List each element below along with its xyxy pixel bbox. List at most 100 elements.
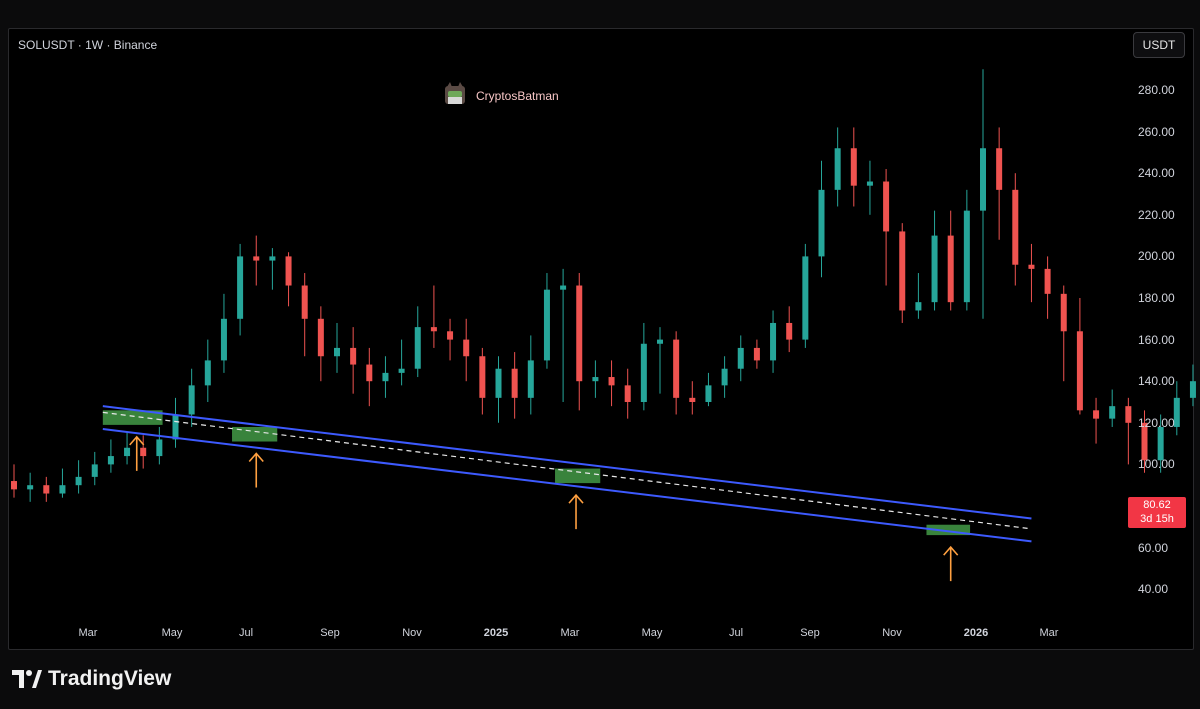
candle-body (140, 447, 147, 457)
time-tick-label: Jul (238, 627, 254, 639)
candle-body (220, 318, 227, 361)
candle-body (124, 447, 131, 457)
candle-body (382, 372, 389, 382)
up-arrow-head-icon (568, 493, 584, 504)
candle-body (915, 302, 922, 311)
support-zone (232, 426, 278, 442)
candle-body (786, 322, 793, 340)
candle-body (43, 485, 50, 494)
tradingview-brand: TradingView (12, 667, 171, 691)
candle-body (1044, 268, 1051, 294)
time-tick-label: May (641, 627, 663, 639)
price-tick-label: 40.00 (1138, 582, 1169, 597)
candle-body (204, 360, 211, 386)
candle-body (802, 256, 809, 340)
candle-body (705, 385, 712, 402)
currency-button[interactable]: USDT (1133, 32, 1185, 58)
candle-body (931, 235, 938, 303)
candle-body (737, 347, 744, 369)
candle-body (1093, 410, 1100, 419)
time-tick-label: May (161, 627, 183, 639)
candle-body (866, 181, 873, 186)
brand-name: TradingView (48, 667, 172, 690)
support-zone (555, 468, 601, 484)
candle-body (27, 485, 34, 490)
candle-body (511, 368, 518, 398)
candle-body (479, 356, 486, 398)
channel-mid-line (102, 411, 1032, 530)
candle-body (1173, 397, 1180, 427)
candle-body (11, 481, 17, 490)
candle-body (269, 256, 276, 261)
candle-body (576, 285, 583, 382)
candle-body (75, 476, 82, 486)
candle-body (447, 331, 454, 340)
candle-body (560, 285, 567, 290)
channel-upper-line (102, 405, 1032, 520)
candle-body (818, 189, 825, 257)
candle-body (1157, 426, 1164, 461)
candle-body (543, 289, 550, 361)
price-tick-label: 160.00 (1138, 332, 1175, 347)
chart-pane[interactable] (8, 28, 1194, 650)
time-tick-label: Sep (320, 627, 340, 639)
up-arrow-head-icon (248, 452, 264, 463)
candle-body (334, 347, 340, 357)
candle-body (721, 368, 728, 386)
candle-body (883, 181, 890, 232)
candle-body (608, 377, 615, 386)
candle-body (1012, 189, 1019, 265)
candle-body (980, 148, 986, 211)
candle-body (753, 347, 760, 361)
time-tick-label: Nov (402, 627, 422, 639)
candle-body (947, 235, 954, 303)
candle-body (689, 397, 696, 402)
candle-body (317, 318, 324, 357)
up-arrow-head-icon (943, 545, 959, 556)
candle-body (285, 256, 292, 286)
candle-body (495, 368, 502, 398)
candle-body (963, 210, 970, 303)
time-tick-label: Mar (78, 627, 98, 639)
candle-body (657, 339, 663, 344)
candle-body (107, 456, 114, 465)
candle-body (430, 327, 437, 332)
price-tick-label: 240.00 (1138, 166, 1175, 181)
candle-body (414, 327, 421, 369)
candle-body (899, 231, 906, 311)
candle-body (398, 368, 405, 373)
candle-body (850, 148, 857, 186)
candle-body (640, 343, 647, 402)
price-tick-label: 140.00 (1138, 374, 1175, 389)
candle-body (59, 485, 66, 494)
candle-body (770, 322, 777, 361)
time-tick-label: Mar (1039, 627, 1059, 639)
time-tick-label: 2025 (483, 627, 509, 639)
tradingview-logo-icon (12, 670, 42, 688)
channel-lower-line (102, 428, 1032, 543)
candle-body (172, 414, 179, 440)
author-name: CryptosBatman (476, 89, 559, 103)
symbol-label: SOLUSDT · 1W · Binance (18, 38, 158, 52)
bar-countdown: 3d 15h (1140, 513, 1174, 525)
candle-body (1028, 264, 1035, 269)
candle-body (463, 339, 470, 357)
batman-avatar-icon (445, 82, 465, 104)
candle-body (301, 285, 308, 319)
candle-body (673, 339, 680, 398)
support-zone (926, 524, 971, 536)
price-tick-label: 60.00 (1138, 540, 1169, 555)
time-tick-label: Mar (560, 627, 580, 639)
time-tick-label: Jul (728, 627, 744, 639)
time-tick-label: Sep (800, 627, 820, 639)
candle-body (592, 377, 599, 382)
price-tick-label: 200.00 (1138, 249, 1175, 264)
candle-body (253, 256, 260, 261)
candle-body (834, 148, 841, 190)
time-tick-label: Nov (882, 627, 902, 639)
candle-body (188, 385, 195, 415)
candle-body (527, 360, 534, 398)
up-arrow-head-icon (129, 435, 145, 446)
time-tick-label: 2026 (963, 627, 989, 639)
